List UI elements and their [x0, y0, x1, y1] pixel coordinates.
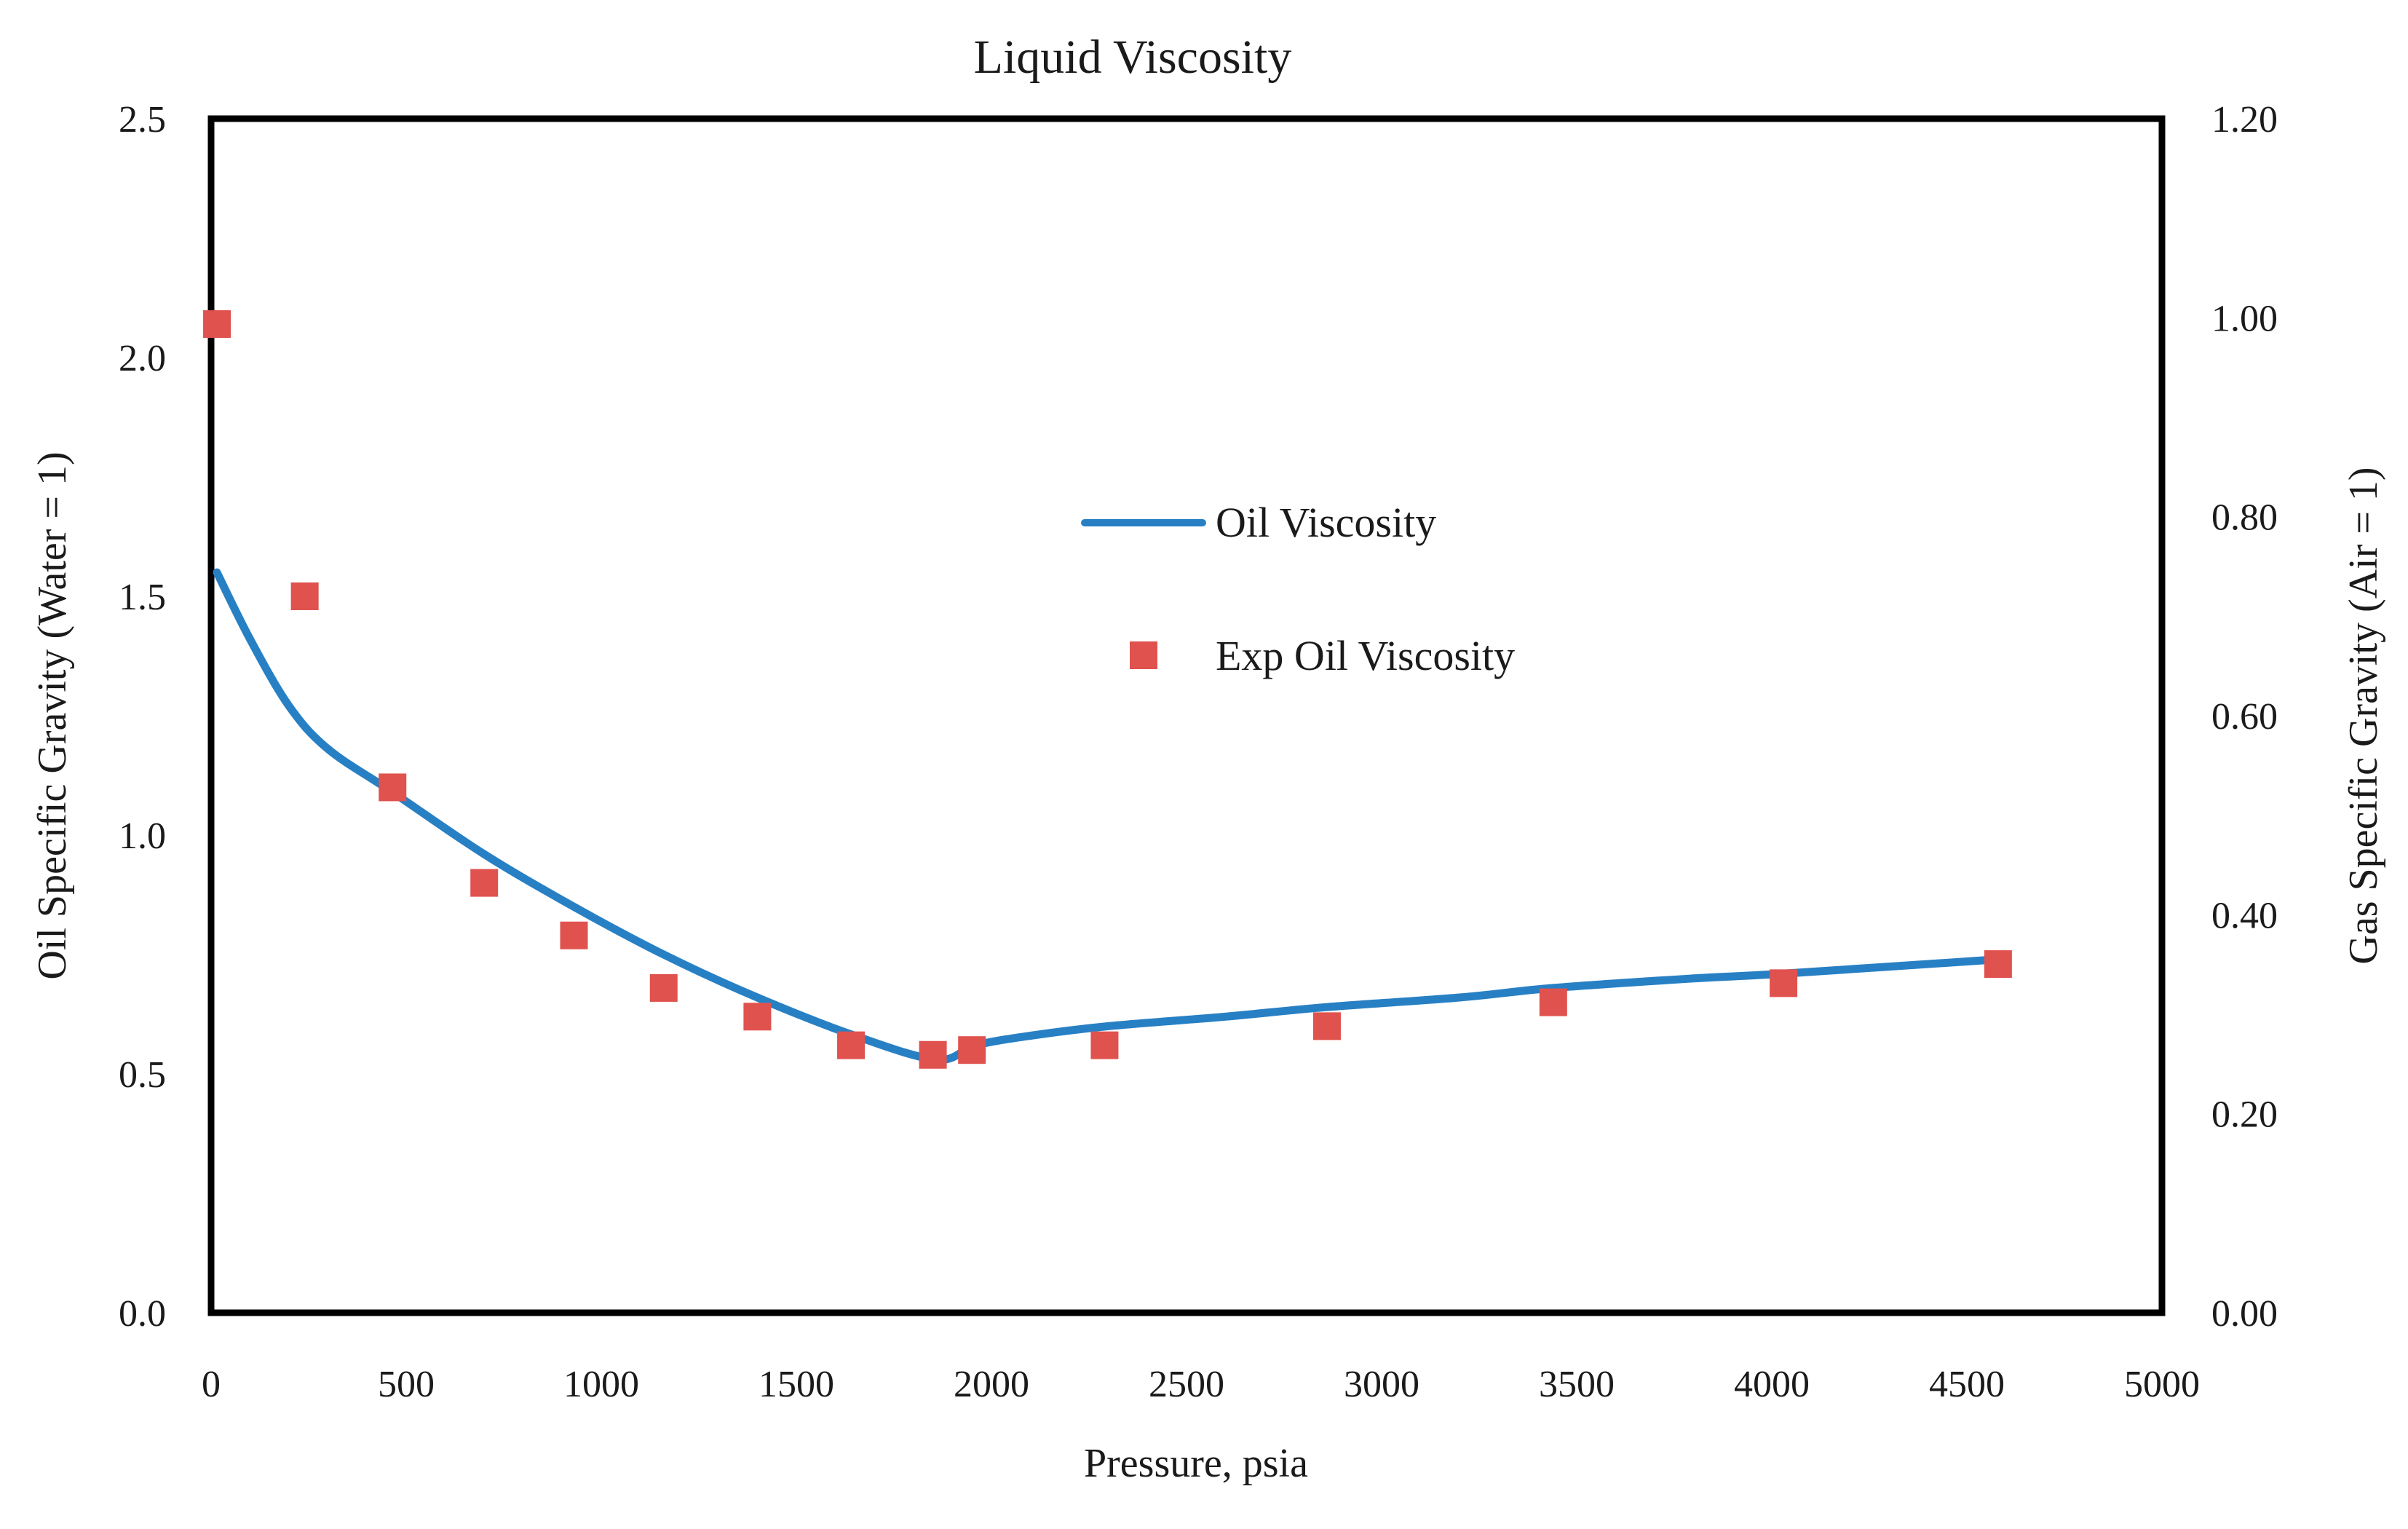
data-point-exp-oil-viscosity: [1312, 1012, 1341, 1040]
x-tick-label: 3500: [1539, 1364, 1615, 1405]
x-tick-label: 4500: [1929, 1364, 2005, 1405]
y-tick-label: 1.5: [119, 577, 166, 618]
data-point-exp-oil-viscosity: [203, 310, 231, 339]
data-point-exp-oil-viscosity: [1539, 988, 1567, 1016]
data-point-exp-oil-viscosity: [1984, 950, 2012, 979]
data-point-exp-oil-viscosity: [290, 582, 319, 610]
y-tick-label: 0.0: [119, 1293, 166, 1335]
y-axis-title: Oil Specific Gravity (Water = 1): [30, 451, 75, 979]
x-tick-label: 4000: [1734, 1364, 1810, 1405]
y-tick-label: 2.5: [119, 99, 166, 141]
y2-axis-title: Gas Specific Gravity (Air = 1): [2341, 467, 2386, 964]
data-point-exp-oil-viscosity: [379, 773, 407, 802]
x-tick-labels: 0 500 1000 1500 2000 2500 3000 3500 4000 4500 5000: [202, 1364, 2200, 1405]
legend-swatch-exp-oil-viscosity: [1130, 641, 1157, 669]
y2-tick-label: 1.00: [2211, 298, 2278, 339]
x-axis-title: Pressure, psia: [1084, 1441, 1308, 1486]
y-tick-label: 1.0: [119, 815, 166, 857]
legend: Oil Viscosity Exp Oil Viscosity: [1081, 499, 1515, 679]
x-tick-label: 3000: [1344, 1364, 1419, 1405]
y2-tick-label: 1.20: [2211, 99, 2278, 141]
data-point-exp-oil-viscosity: [470, 869, 499, 897]
y2-tick-label: 0.80: [2211, 497, 2278, 539]
chart-title: Liquid Viscosity: [974, 31, 1292, 84]
x-tick-label: 2500: [1149, 1364, 1224, 1405]
x-tick-label: 2000: [954, 1364, 1029, 1405]
data-point-exp-oil-viscosity: [649, 973, 678, 1002]
data-point-exp-oil-viscosity: [919, 1040, 947, 1069]
data-point-exp-oil-viscosity: [1090, 1031, 1119, 1059]
y-tick-label: 0.5: [119, 1054, 166, 1096]
y-tick-labels: 0.0 0.5 1.0 1.5 2.0 2.5: [119, 99, 166, 1335]
x-tick-label: 5000: [2124, 1364, 2200, 1405]
data-point-exp-oil-viscosity: [837, 1031, 866, 1059]
y-tick-label: 2.0: [119, 338, 166, 379]
x-tick-label: 1500: [759, 1364, 834, 1405]
y2-tick-labels: 0.00 0.20 0.40 0.60 0.80 1.00 1.20: [2211, 99, 2278, 1335]
y2-tick-label: 0.00: [2211, 1293, 2278, 1335]
series-line-oil-viscosity: [213, 568, 2003, 1064]
legend-label-exp-oil-viscosity: Exp Oil Viscosity: [1216, 632, 1515, 679]
series-layer: [203, 310, 2012, 1069]
y2-tick-label: 0.60: [2211, 696, 2278, 738]
data-point-exp-oil-viscosity: [958, 1036, 986, 1064]
legend-label-oil-viscosity: Oil Viscosity: [1216, 499, 1436, 546]
data-point-exp-oil-viscosity: [1770, 969, 1798, 997]
x-tick-label: 0: [202, 1364, 221, 1405]
y2-tick-label: 0.40: [2211, 895, 2278, 936]
x-tick-label: 500: [378, 1364, 435, 1405]
data-point-exp-oil-viscosity: [560, 921, 588, 949]
plot-frame: [207, 115, 2166, 1316]
x-tick-label: 1000: [563, 1364, 639, 1405]
y2-tick-label: 0.20: [2211, 1094, 2278, 1136]
data-point-exp-oil-viscosity: [743, 1003, 772, 1031]
